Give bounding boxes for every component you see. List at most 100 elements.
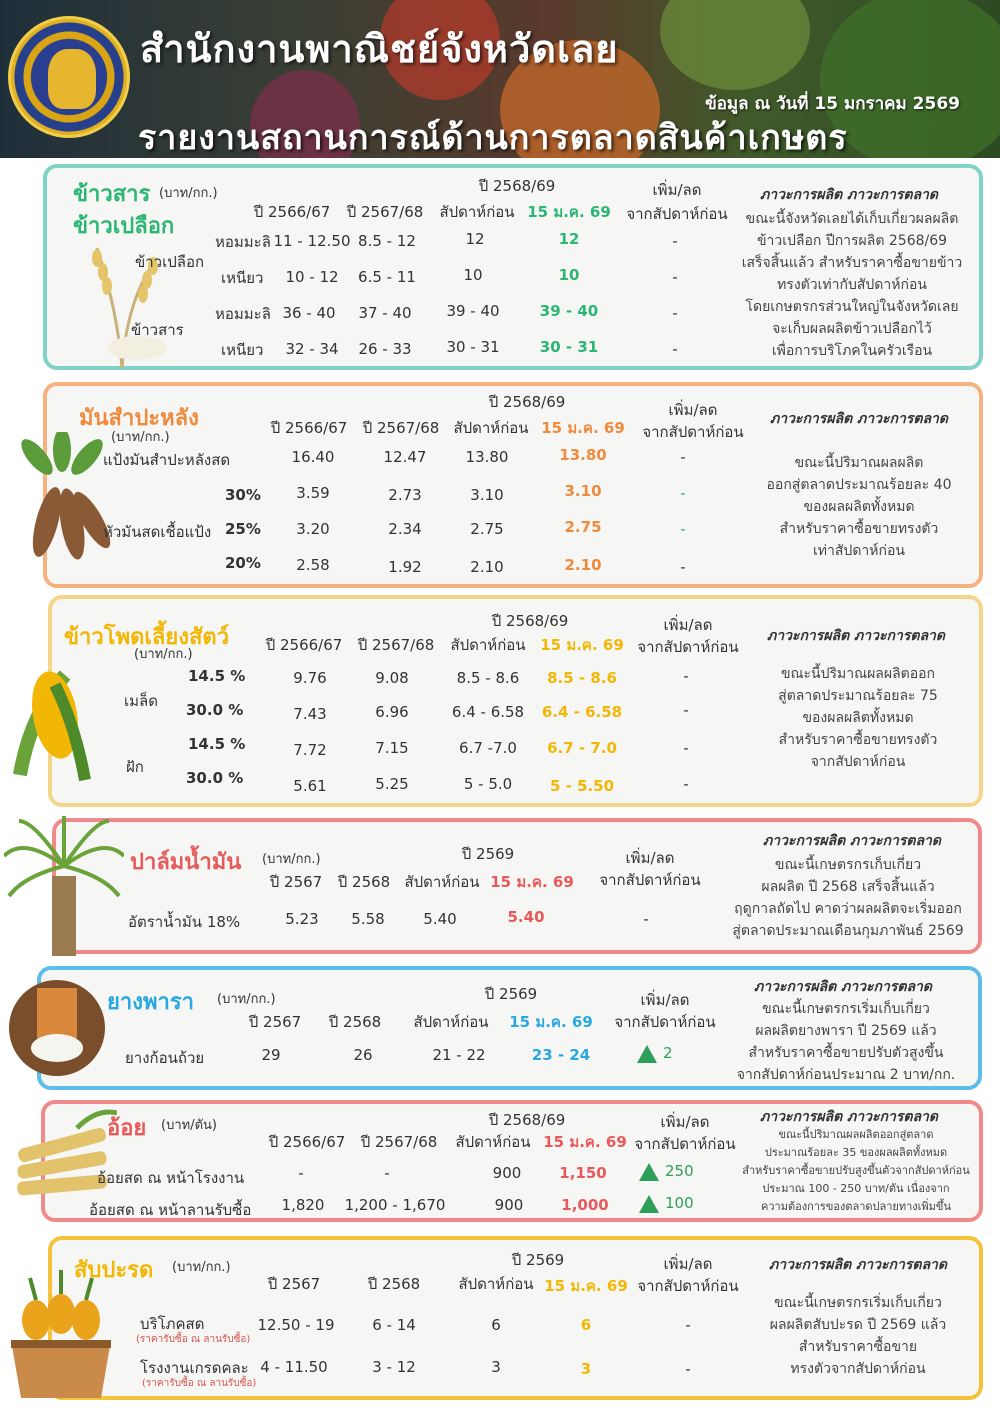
pineapple-year-group: ปี 2569 <box>511 1251 565 1269</box>
rubber-condition-line: ผลผลิตยางพารา ปี 2569 แล้ว <box>755 1023 937 1039</box>
palm-change-head: เพิ่ม/ลด <box>625 849 675 867</box>
rubber-tapping-cup-icon <box>9 980 105 1076</box>
cassava-condition: ขณะนี้ปริมาณผลผลิต ออกสู่ตลาดประมาณร้อยล… <box>739 452 979 562</box>
cassava-cell: 12.47 <box>383 448 427 466</box>
rice-cell: 26 - 33 <box>358 340 412 358</box>
palm-col-4: 15 ม.ค. 69 <box>490 873 574 891</box>
cassava-change-value: - <box>680 484 686 502</box>
sugarcane-change-head-2: จากสัปดาห์ก่อน <box>634 1135 736 1153</box>
cassava-condition-line: เท่าสัปดาห์ก่อน <box>813 543 905 559</box>
corn-cell: 6.7 -7.0 <box>459 739 517 757</box>
palm-change-value: - <box>643 910 649 928</box>
ministry-seal-logo <box>8 16 130 138</box>
pineapple-col-2: ปี 2568 <box>367 1275 421 1293</box>
palm-condition-line: ฤดูกาลถัดไป คาดว่าผลผลิตจะเริ่มออก <box>734 901 962 917</box>
pineapple-condition: ขณะนี้เกษตรกรเริ่มเก็บเกี่ยว ผลผลิตสับปะ… <box>738 1292 978 1380</box>
corn-col-2: ปี 2567/68 <box>357 636 435 654</box>
cassava-fresh-label: หัวมันสดเชื้อแป้ง <box>103 523 212 541</box>
corn-change-value: - <box>683 775 689 793</box>
report-date: ข้อมูล ณ วันที่ 15 มกราคม 2569 <box>705 94 960 114</box>
corn-condition-line: สำหรับราคาซื้อขายทรงตัว <box>778 732 938 748</box>
cassava-change-value: - <box>680 520 686 538</box>
corn-col-1: ปี 2566/67 <box>265 636 343 654</box>
rice-condition-head: ภาวะการผลิต ภาวะการตลาด <box>759 187 939 203</box>
corn-row-label: 30.0 % <box>186 769 244 787</box>
corn-change-value: - <box>683 739 689 757</box>
rice-row-label: เหนียว <box>221 269 264 287</box>
sugarcane-col-4: 15 ม.ค. 69 <box>543 1133 627 1151</box>
rubber-unit: (บาท/กก.) <box>217 992 276 1007</box>
corn-cell: 7.15 <box>375 739 409 757</box>
pineapple-condition-line: ขณะนี้เกษตรกรเริ่มเก็บเกี่ยว <box>774 1295 942 1311</box>
milled-label: ข้าวสาร <box>131 321 184 339</box>
corn-condition-line: จากสัปดาห์ก่อน <box>810 754 906 770</box>
rubber-change-head: เพิ่ม/ลด <box>640 991 690 1009</box>
vegetable-decoration <box>380 0 500 100</box>
rubber-cell: 26 <box>353 1046 373 1064</box>
palm-row-label: อัตราน้ำมัน 18% <box>128 913 241 931</box>
cassava-row-label: แป้งมันสำปะหลังสด <box>103 451 231 469</box>
rice-cell: 39 - 40 <box>446 302 500 320</box>
rice-cell: 32 - 34 <box>285 340 339 358</box>
corn-seed-label: เมล็ด <box>124 692 158 710</box>
palm-condition: ขณะนี้เกษตรกรเก็บเกี่ยว ผลผลิต ปี 2568 เ… <box>716 854 980 942</box>
rubber-condition-line: จากสัปดาห์ก่อนประมาณ 2 บาท/กก. <box>736 1067 956 1083</box>
pineapple-condition-line: ผลผลิตสับปะรด ปี 2569 แล้ว <box>769 1317 947 1333</box>
cassava-condition-line: ของผลผลิตทั้งหมด <box>803 499 915 515</box>
cassava-change-value: - <box>680 448 686 466</box>
pineapple-row-label: โรงงานเกรดคละ <box>140 1359 249 1377</box>
corn-cob-label: ฝัก <box>126 758 144 776</box>
rice-current-value: 30 - 31 <box>539 338 599 356</box>
cassava-cell: 3.59 <box>296 484 330 502</box>
vegetable-decoration <box>250 70 360 158</box>
corn-cell: 5.61 <box>293 777 327 795</box>
pineapple-change-value: - <box>685 1360 691 1378</box>
rice-row-label: หอมมะลิ <box>215 305 271 323</box>
cassava-root-icon <box>21 432 111 560</box>
pineapple-col-3: สัปดาห์ก่อน <box>458 1275 534 1293</box>
pineapple-title: สับปะรด <box>74 1258 154 1283</box>
sugarcane-col-2: ปี 2567/68 <box>360 1133 438 1151</box>
sugarcane-current-value: 1,150 <box>559 1164 607 1182</box>
cassava-col-3: สัปดาห์ก่อน <box>453 419 529 437</box>
rubber-cell: 29 <box>261 1046 281 1064</box>
rice-year-group: ปี 2568/69 <box>478 177 556 195</box>
pineapple-change-value: - <box>685 1316 691 1334</box>
corn-year-group: ปี 2568/69 <box>491 612 569 630</box>
pineapple-current-value: 3 <box>580 1360 592 1378</box>
broccoli-decoration <box>820 0 1000 158</box>
cassava-col-1: ปี 2566/67 <box>270 419 348 437</box>
rice-cell: 12 <box>465 230 485 248</box>
rice-row-label: เหนียว <box>221 341 264 359</box>
corn-cell: 8.5 - 8.6 <box>456 669 520 687</box>
pineapple-basket-icon <box>11 1270 111 1398</box>
pineapple-card: สับปะรด (บาท/กก.) ปี 2569 ปี 2567 ปี 256… <box>11 1236 983 1400</box>
palm-col-3: สัปดาห์ก่อน <box>404 873 480 891</box>
pineapple-cell: 6 - 14 <box>372 1316 416 1334</box>
sugarcane-row-label: อ้อยสด ณ หน้าโรงงาน <box>97 1169 245 1187</box>
corn-unit: (บาท/กก.) <box>134 647 193 662</box>
rice-current-value: 10 <box>558 266 580 284</box>
corn-cell: 9.76 <box>293 669 327 687</box>
pineapple-cell: 3 <box>491 1358 501 1376</box>
rice-cell: 10 <box>463 266 483 284</box>
cassava-col-2: ปี 2567/68 <box>362 419 440 437</box>
sugarcane-cell: 1,200 - 1,670 <box>344 1196 446 1214</box>
sugarcane-condition: ขณะนี้ปริมาณผลผลิตออกสู่ตลาด ประมาณร้อยล… <box>731 1126 981 1216</box>
rice-row-label: หอมมะลิ <box>215 233 271 251</box>
rice-condition-line: เสร็จสิ้นแล้ว สำหรับราคาซื้อขายข้าว <box>741 255 963 271</box>
report-title: รายงานสถานการณ์ด้านการตลาดสินค้าเกษตร <box>138 118 848 158</box>
rice-col-2: ปี 2567/68 <box>346 203 424 221</box>
sugarcane-cell: 1,820 <box>281 1196 325 1214</box>
palm-condition-line: สู่ตลาดประมาณเดือนกุมภาพันธ์ 2569 <box>732 923 964 939</box>
sugarcane-cell: 900 <box>492 1164 522 1182</box>
rice-change-value: - <box>672 268 678 286</box>
cassava-condition-line: ขณะนี้ปริมาณผลผลิต <box>794 455 924 471</box>
palm-cell: 5.58 <box>351 910 385 928</box>
corn-condition-line: ขณะนี้ปริมาณผลผลิตออก <box>780 666 936 682</box>
corn-change-value: - <box>683 701 689 719</box>
sugarcane-card: อ้อย (บาท/ตัน) ปี 2568/69 ปี 2566/67 ปี … <box>17 1100 983 1222</box>
corn-condition-head: ภาวะการผลิต ภาวะการตลาด <box>766 628 946 644</box>
pineapple-condition-line: ทรงตัวจากสัปดาห์ก่อน <box>790 1361 926 1377</box>
rice-cell: 10 - 12 <box>285 268 339 286</box>
